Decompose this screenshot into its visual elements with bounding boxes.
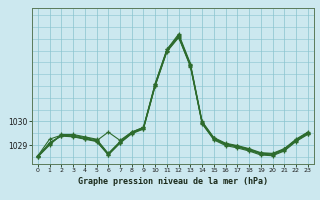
X-axis label: Graphe pression niveau de la mer (hPa): Graphe pression niveau de la mer (hPa) bbox=[78, 177, 268, 186]
